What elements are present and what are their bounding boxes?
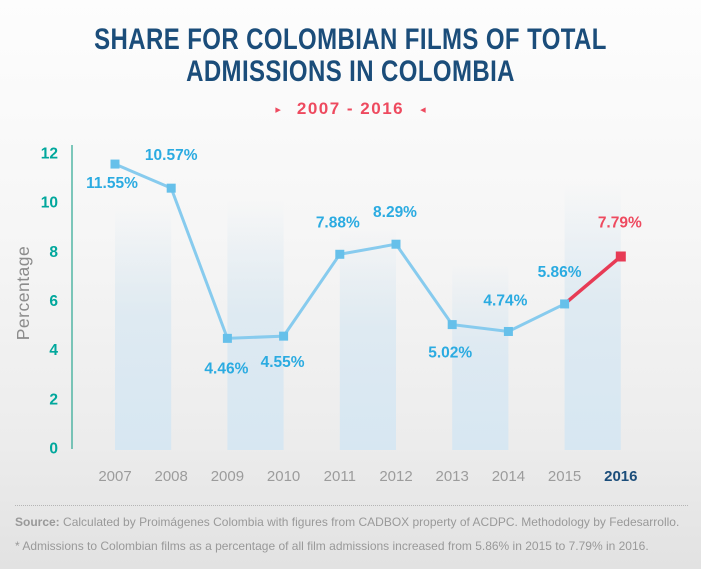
chart-subtitle-text: 2007 - 2016 xyxy=(296,99,405,119)
data-point-2016 xyxy=(615,251,626,262)
data-point-2013 xyxy=(447,320,457,330)
y-tick-label-8: 8 xyxy=(49,244,58,261)
header: SHARE FOR COLOMBIAN FILMS OF TOTAL ADMISS… xyxy=(0,23,701,119)
plot-band-2007-2008 xyxy=(115,205,172,450)
y-tick-label-12: 12 xyxy=(41,146,58,163)
source-label: Source: xyxy=(15,515,60,529)
year-label-2008: 2008 xyxy=(155,468,188,485)
year-label-2016: 2016 xyxy=(604,468,637,485)
footnote: * Admissions to Colombian films as a per… xyxy=(15,539,649,553)
chart-title-line2: ADMISSIONS IN COLOMBIA xyxy=(186,55,515,89)
year-label-2013: 2013 xyxy=(436,468,469,485)
right-arrow-icon: ▸ xyxy=(275,102,281,116)
plot-band-2009-2010 xyxy=(227,200,284,450)
plot-band-2015-2016 xyxy=(564,183,621,450)
plot-band-2013-2014 xyxy=(452,262,509,450)
y-tick-label-0: 0 xyxy=(49,441,58,458)
y-tick-label-10: 10 xyxy=(41,195,58,212)
left-arrow-icon: ◂ xyxy=(420,102,426,116)
plot-bands xyxy=(115,183,621,450)
value-label-2008: 10.57% xyxy=(145,147,198,164)
y-tick-label-4: 4 xyxy=(49,342,58,359)
value-label-2015: 5.86% xyxy=(538,264,582,281)
y-tick-label-2: 2 xyxy=(49,391,58,408)
data-point-2009 xyxy=(222,333,232,343)
data-point-2010 xyxy=(279,331,289,341)
year-label-2014: 2014 xyxy=(492,468,525,485)
data-point-2014 xyxy=(503,326,513,336)
year-label-2015: 2015 xyxy=(548,468,581,485)
value-label-2010: 4.55% xyxy=(261,354,305,371)
value-label-2014: 4.74% xyxy=(483,292,527,309)
year-label-2009: 2009 xyxy=(211,468,244,485)
value-label-2009: 4.46% xyxy=(204,360,248,377)
value-label-2012: 8.29% xyxy=(373,204,417,221)
footer: Source: Calculated by Proimágenes Colomb… xyxy=(15,505,688,563)
data-point-2015 xyxy=(560,299,570,309)
y-axis-title: Percentage xyxy=(13,246,33,341)
chart-subtitle: ▸ 2007 - 2016 ◂ xyxy=(0,99,701,119)
year-label-2012: 2012 xyxy=(379,468,412,485)
plot-band-2011-2012 xyxy=(339,228,396,450)
value-label-2007: 11.55% xyxy=(86,175,138,192)
value-label-2013: 5.02% xyxy=(428,345,472,362)
x-axis: 2007 2008 2009 2010 2011 2012 2013 2014 2015 2016 xyxy=(98,468,637,485)
value-label-2011: 7.88% xyxy=(316,214,360,231)
source-text: Calculated by Proimágenes Colombia with … xyxy=(59,515,680,529)
chart-title: SHARE FOR COLOMBIAN FILMS OF TOTAL ADMISS… xyxy=(70,23,631,89)
data-point-2008 xyxy=(166,183,176,193)
data-point-2012 xyxy=(391,239,401,249)
series-line-highlight xyxy=(563,255,622,306)
source-line: Source: Calculated by Proimágenes Colomb… xyxy=(15,515,688,530)
data-point-2011 xyxy=(335,249,345,259)
value-label-2016: 7.79% xyxy=(598,214,642,231)
y-tick-label-6: 6 xyxy=(49,293,58,310)
year-label-2011: 2011 xyxy=(324,468,356,485)
data-point-2007 xyxy=(110,159,120,169)
year-label-2007: 2007 xyxy=(98,468,131,485)
series: 11.55% 10.57% 4.46% 4.55% 7.88% 8.29% 5.02% 4.7… xyxy=(86,147,642,377)
chart-title-line1: SHARE FOR COLOMBIAN FILMS OF TOTAL xyxy=(94,23,607,56)
y-axis: 0 2 4 6 8 10 12 Percentage xyxy=(13,145,73,458)
year-label-2010: 2010 xyxy=(267,468,300,485)
